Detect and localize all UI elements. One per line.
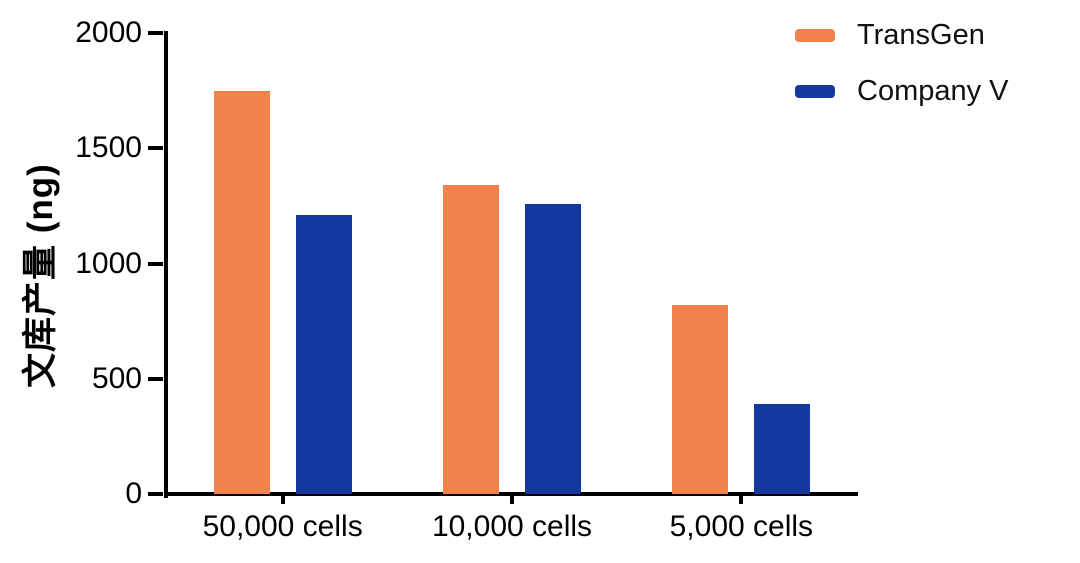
legend-label-company-v: Company V	[857, 74, 1009, 107]
x-tick-label-50-000-cells: 50,000 cells	[202, 510, 363, 543]
y-tick-label-1000: 1000	[75, 246, 142, 280]
legend-item-company-v: Company V	[795, 74, 1009, 108]
x-tick-label-10-000-cells: 10,000 cells	[431, 510, 593, 543]
bar-transgen-5-000-cells	[672, 304, 729, 494]
legend-label-transgen: TransGen	[857, 18, 985, 51]
y-tick-label-500: 500	[91, 361, 142, 395]
legend: TransGen Company V	[795, 18, 1009, 130]
bar-transgen-10-000-cells	[443, 185, 499, 494]
y-tick-mark-0	[148, 492, 163, 496]
x-tick-mark-50-000-cells	[280, 494, 285, 504]
bar-company-v-50-000-cells	[295, 215, 352, 494]
x-tick-mark-10-000-cells	[510, 494, 514, 504]
bar-company-v-10-000-cells	[525, 203, 581, 494]
x-tick-label-5-000-cells: 5,000 cells	[669, 510, 814, 543]
bar-company-v-5-000-cells	[754, 404, 811, 494]
y-tick-label-0: 0	[125, 477, 142, 510]
bar-transgen-50-000-cells	[213, 90, 270, 494]
legend-swatch-company-v	[795, 84, 835, 98]
y-tick-mark-1500	[148, 146, 163, 151]
legend-swatch-transgen	[795, 28, 835, 42]
legend-item-transgen: TransGen	[795, 18, 1009, 52]
y-tick-mark-1000	[148, 261, 163, 266]
y-tick-label-2000: 2000	[75, 16, 142, 49]
x-tick-mark-5-000-cells	[739, 494, 744, 504]
y-tick-mark-2000	[148, 31, 163, 35]
y-tick-mark-500	[148, 376, 163, 381]
y-axis-line	[164, 31, 168, 498]
y-tick-label-1500: 1500	[75, 131, 142, 165]
